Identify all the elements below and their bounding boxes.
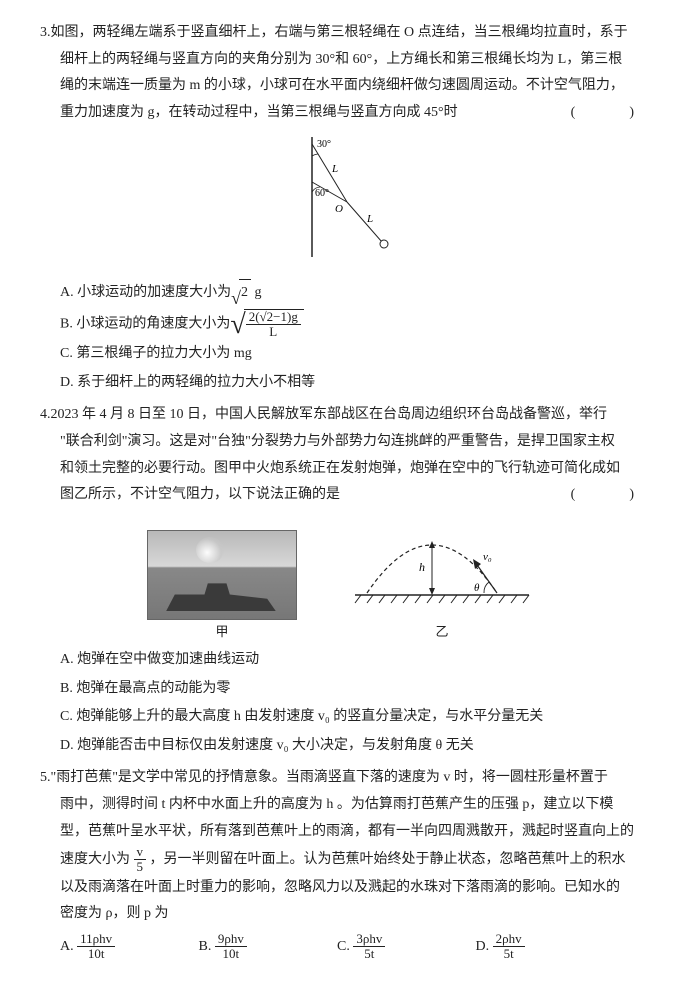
trajectory-svg: h v₀ θ bbox=[347, 515, 537, 610]
q5-opt-c: C. 3ρhv5t bbox=[337, 932, 476, 962]
q5-text-1: "雨打芭蕉"是文学中常见的抒情意象。当雨滴竖直下落的速度为 v 时，将一圆柱形量… bbox=[51, 770, 608, 785]
q5-b-lbl: B. bbox=[199, 939, 212, 954]
svg-text:θ: θ bbox=[474, 582, 480, 594]
caption-yi: 乙 bbox=[347, 620, 537, 645]
q4-text-3: 和领土完整的必要行动。图甲中火炮系统正在发射炮弹，炮弹在空中的飞行轨迹可简化成如 bbox=[60, 456, 644, 483]
q5-text-2: 雨中，测得时间 t 内杯中水面上升的高度为 h 。为估算雨打芭蕉产生的压强 p，… bbox=[60, 792, 644, 819]
rope-diagram-svg: 30° 60° L L O bbox=[287, 132, 397, 262]
q5-a-lbl: A. bbox=[60, 939, 74, 954]
q3-b-num: 2(√2−1)g bbox=[246, 310, 301, 325]
svg-text:v₀: v₀ bbox=[483, 551, 492, 563]
q3-paren: ( ) bbox=[571, 100, 654, 127]
q3-text-4: 重力加速度为 g，在转动过程中，当第三根绳与竖直方向成 45°时( ) bbox=[60, 100, 644, 127]
q3-b-pre: B. 小球运动的角速度大小为 bbox=[60, 316, 230, 331]
q4-fig-right: h v₀ θ 乙 bbox=[347, 515, 537, 645]
q4-text-4: 图乙所示，不计空气阻力，以下说法正确的是( ) bbox=[60, 482, 644, 509]
q5-text-4: 速度大小为 v5 ，另一半则留在叶面上。认为芭蕉叶始终处于静止状态，忽略芭蕉叶上… bbox=[60, 845, 644, 875]
q4-line1: 4.2023 年 4 月 8 日至 10 日，中国人民解放军东部战区在台岛周边组… bbox=[40, 402, 644, 429]
q5-text-3: 型，芭蕉叶呈水平状，所有落到芭蕉叶上的雨滴，都有一半向四周溅散开，溅起时竖直向上… bbox=[60, 819, 644, 846]
q5-opt-a: A. 11ρhv10t bbox=[60, 932, 199, 962]
q3-options: A. 小球运动的加速度大小为√2 g B. 小球运动的角速度大小为√2(√2−1… bbox=[60, 279, 644, 396]
q4-figures: 甲 h bbox=[40, 515, 644, 645]
q3-num: 3. bbox=[40, 25, 51, 40]
q4-text-2: "联合利剑"演习。这是对"台独"分裂势力与外部势力勾连挑衅的严重警告，是捍卫国家… bbox=[60, 429, 644, 456]
q5-options: A. 11ρhv10t B. 9ρhv10t C. 3ρhv5t D. 2ρhv… bbox=[60, 932, 644, 962]
q4-text-1: 2023 年 4 月 8 日至 10 日，中国人民解放军东部战区在台岛周边组织环… bbox=[51, 407, 608, 422]
q5-d-num: 2ρhv bbox=[493, 932, 525, 947]
q5-l4-post: ，另一半则留在叶面上。认为芭蕉叶始终处于静止状态，忽略芭蕉叶上的积水 bbox=[150, 852, 626, 867]
q4-opt-c: C. 炮弹能够上升的最大高度 h 由发射速度 v₀ 的竖直分量决定，与水平分量无… bbox=[60, 704, 644, 731]
q5-mid-den: 5 bbox=[134, 860, 147, 874]
q5-frac-mid: v5 bbox=[134, 845, 147, 875]
q5-line1: 5."雨打芭蕉"是文学中常见的抒情意象。当雨滴竖直下落的速度为 v 时，将一圆柱… bbox=[40, 765, 644, 792]
q5-mid-num: v bbox=[134, 845, 147, 860]
q5-c-lbl: C. bbox=[337, 939, 350, 954]
q5-opt-b: B. 9ρhv10t bbox=[199, 932, 338, 962]
q5-l4-pre: 速度大小为 bbox=[60, 852, 130, 867]
q5-text-6: 密度为 ρ，则 p 为 bbox=[60, 901, 644, 928]
q3-body: 3.如图，两轻绳左端系于竖直细杆上，右端与第三根轻绳在 O 点连结，当三根绳均拉… bbox=[40, 20, 644, 126]
question-3: 3.如图，两轻绳左端系于竖直细杆上，右端与第三根轻绳在 O 点连结，当三根绳均拉… bbox=[40, 20, 644, 396]
q3-b-frac: 2(√2−1)gL bbox=[246, 310, 301, 340]
q3-a-after: g bbox=[251, 285, 262, 300]
q3-opt-a: A. 小球运动的加速度大小为√2 g bbox=[60, 279, 644, 307]
q5-num: 5. bbox=[40, 770, 51, 785]
q3-text-1: 如图，两轻绳左端系于竖直细杆上，右端与第三根轻绳在 O 点连结，当三根绳均拉直时… bbox=[51, 25, 628, 40]
q5-opt-d: D. 2ρhv5t bbox=[476, 932, 615, 962]
q5-a-num: 11ρhv bbox=[77, 932, 115, 947]
q5-b-num: 9ρhv bbox=[215, 932, 247, 947]
q5-c-den: 5t bbox=[353, 947, 385, 961]
angle-60: 60° bbox=[315, 188, 329, 199]
sqrt-2: √2 bbox=[231, 279, 251, 307]
question-5: 5."雨打芭蕉"是文学中常见的抒情意象。当雨滴竖直下落的速度为 v 时，将一圆柱… bbox=[40, 765, 644, 961]
sqrt-frac: √2(√2−1)gL bbox=[230, 309, 304, 340]
artillery-photo bbox=[147, 530, 297, 620]
L-top: L bbox=[331, 163, 338, 175]
svg-text:h: h bbox=[419, 560, 425, 574]
q5-d-lbl: D. bbox=[476, 939, 490, 954]
q3-opt-b: B. 小球运动的角速度大小为√2(√2−1)gL bbox=[60, 309, 644, 340]
q4-paren: ( ) bbox=[571, 482, 654, 509]
angle-30: 30° bbox=[317, 139, 331, 150]
q4-text-4-span: 图乙所示，不计空气阻力，以下说法正确的是 bbox=[60, 487, 340, 502]
q5-body: 5."雨打芭蕉"是文学中常见的抒情意象。当雨滴竖直下落的速度为 v 时，将一圆柱… bbox=[40, 765, 644, 928]
caption-jia: 甲 bbox=[147, 620, 297, 645]
q3-diagram: 30° 60° L L O bbox=[40, 132, 644, 273]
q4-body: 4.2023 年 4 月 8 日至 10 日，中国人民解放军东部战区在台岛周边组… bbox=[40, 402, 644, 508]
q4-opt-b: B. 炮弹在最高点的动能为零 bbox=[60, 676, 644, 703]
question-4: 4.2023 年 4 月 8 日至 10 日，中国人民解放军东部战区在台岛周边组… bbox=[40, 402, 644, 759]
q3-opt-d: D. 系于细杆上的两轻绳的拉力大小不相等 bbox=[60, 370, 644, 397]
q5-text-5: 以及雨滴落在叶面上时重力的影响，忽略风力以及溅起的水珠对下落雨滴的影响。已知水的 bbox=[60, 875, 644, 902]
q3-text-4-span: 重力加速度为 g，在转动过程中，当第三根绳与竖直方向成 45°时 bbox=[60, 105, 458, 120]
q3-line1: 3.如图，两轻绳左端系于竖直细杆上，右端与第三根轻绳在 O 点连结，当三根绳均拉… bbox=[40, 20, 644, 47]
q4-opt-d: D. 炮弹能否击中目标仅由发射速度 v₀ 大小决定，与发射角度 θ 无关 bbox=[60, 733, 644, 760]
q5-a-den: 10t bbox=[77, 947, 115, 961]
q4-fig-left: 甲 bbox=[147, 530, 297, 645]
q3-text-3: 绳的末端连一质量为 m 的小球，小球可在水平面内绕细杆做匀速圆周运动。不计空气阻… bbox=[60, 73, 644, 100]
q5-c-num: 3ρhv bbox=[353, 932, 385, 947]
q3-a-rad: 2 bbox=[239, 279, 251, 307]
O-label: O bbox=[335, 203, 343, 215]
q3-b-den: L bbox=[246, 325, 301, 339]
q4-options: A. 炮弹在空中做变加速曲线运动 B. 炮弹在最高点的动能为零 C. 炮弹能够上… bbox=[60, 647, 644, 759]
q5-d-den: 5t bbox=[493, 947, 525, 961]
q3-text-2: 细杆上的两轻绳与竖直方向的夹角分别为 30°和 60°，上方绳长和第三根绳长均为… bbox=[60, 47, 644, 74]
q3-a-pre: A. 小球运动的加速度大小为 bbox=[60, 285, 231, 300]
q4-num: 4. bbox=[40, 407, 51, 422]
q3-opt-c: C. 第三根绳子的拉力大小为 mg bbox=[60, 341, 644, 368]
q4-opt-a: A. 炮弹在空中做变加速曲线运动 bbox=[60, 647, 644, 674]
L-bottom: L bbox=[366, 213, 373, 225]
q5-b-den: 10t bbox=[215, 947, 247, 961]
